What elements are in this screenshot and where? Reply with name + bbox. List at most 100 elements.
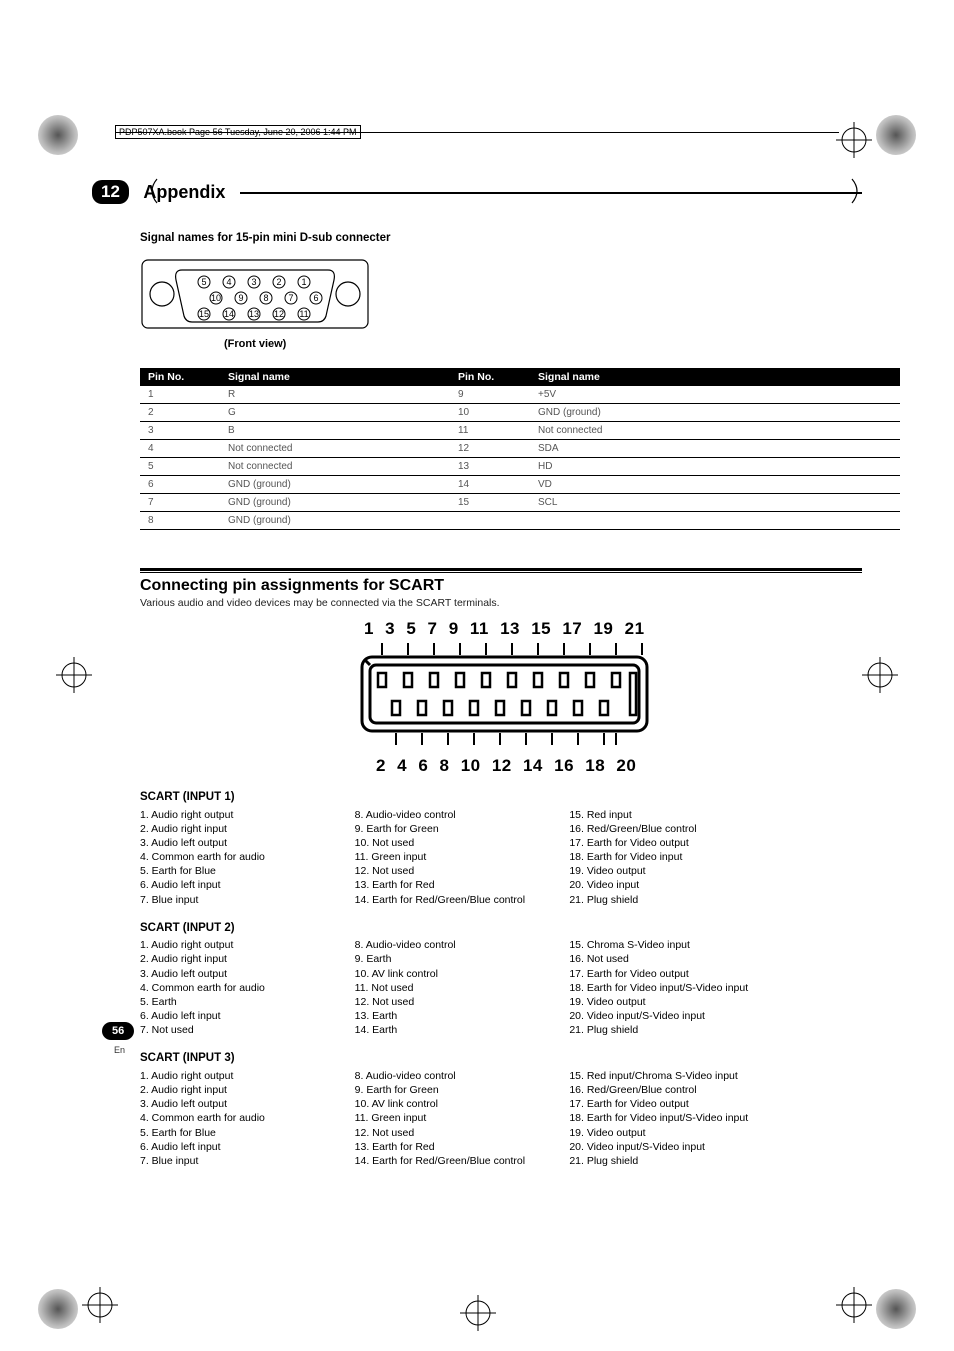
svg-text:10: 10 xyxy=(211,293,221,303)
scart-pin-line: 2. Audio right input xyxy=(140,822,355,836)
scart-pin-line: 1. Audio right output xyxy=(140,938,355,952)
table-cell: 4 xyxy=(140,440,220,458)
scart-input-block: SCART (INPUT 2)1. Audio right output2. A… xyxy=(140,921,862,1038)
table-header: Pin No. xyxy=(450,368,530,386)
front-view-label: (Front view) xyxy=(224,338,862,350)
scart-pin-line: 3. Audio left output xyxy=(140,967,355,981)
scart-pin-line: 20. Video input/S-Video input xyxy=(569,1009,862,1023)
table-cell: SDA xyxy=(530,440,900,458)
scart-column: 15. Red input/Chroma S-Video input16. Re… xyxy=(569,1069,862,1168)
scart-pin-line: 20. Video input xyxy=(569,878,862,892)
print-header-rule xyxy=(115,132,839,133)
table-cell: GND (ground) xyxy=(220,476,450,494)
scart-column: 1. Audio right output2. Audio right inpu… xyxy=(140,1069,355,1168)
scart-pin-line: 14. Earth for Red/Green/Blue control xyxy=(355,893,570,907)
chapter-rule xyxy=(240,192,862,194)
scart-pin-line: 1. Audio right output xyxy=(140,808,355,822)
table-cell: 1 xyxy=(140,386,220,404)
scart-pin-line: 17. Earth for Video output xyxy=(569,967,862,981)
dsub-section-title: Signal names for 15-pin mini D-sub conne… xyxy=(140,232,862,244)
scart-pin-line: 15. Red input/Chroma S-Video input xyxy=(569,1069,862,1083)
scart-pin-line: 13. Earth for Red xyxy=(355,878,570,892)
table-cell: SCL xyxy=(530,494,900,512)
table-cell: +5V xyxy=(530,386,900,404)
scart-column: 1. Audio right output2. Audio right inpu… xyxy=(140,808,355,907)
scart-input-block: SCART (INPUT 1)1. Audio right output2. A… xyxy=(140,790,862,907)
scart-pin-line: 11. Green input xyxy=(355,850,570,864)
table-cell xyxy=(450,512,530,530)
scart-columns: 1. Audio right output2. Audio right inpu… xyxy=(140,808,862,907)
table-cell: Not connected xyxy=(530,422,900,440)
chapter-title: Appendix xyxy=(143,182,225,202)
chapter-number-badge: 12 xyxy=(92,180,129,204)
scart-pin-line: 19. Video output xyxy=(569,1126,862,1140)
table-row: 5Not connected13HD xyxy=(140,458,900,476)
crop-mark-icon xyxy=(876,1289,916,1329)
scart-pin-line: 3. Audio left output xyxy=(140,836,355,850)
page-content: 12 Appendix Signal names for 15-pin mini… xyxy=(92,180,862,1168)
crop-mark-icon xyxy=(876,115,916,155)
scart-pin-line: 13. Earth xyxy=(355,1009,570,1023)
registration-cross-icon xyxy=(836,122,872,158)
table-row: 7GND (ground)15SCL xyxy=(140,494,900,512)
table-row: 4Not connected12SDA xyxy=(140,440,900,458)
scart-pin-line: 6. Audio left input xyxy=(140,1009,355,1023)
scart-pin-line: 8. Audio-video control xyxy=(355,938,570,952)
svg-text:5: 5 xyxy=(201,277,206,287)
table-cell: GND (ground) xyxy=(220,494,450,512)
scart-pin-line: 21. Plug shield xyxy=(569,1023,862,1037)
svg-text:8: 8 xyxy=(263,293,268,303)
scart-pin-line: 4. Common earth for audio xyxy=(140,1111,355,1125)
scart-pin-line: 4. Common earth for audio xyxy=(140,981,355,995)
scart-pin-line: 4. Common earth for audio xyxy=(140,850,355,864)
crop-mark-icon xyxy=(38,1289,78,1329)
section-divider-thick xyxy=(140,568,862,571)
scart-pin-line: 5. Earth for Blue xyxy=(140,864,355,878)
chapter-header: 12 Appendix xyxy=(92,180,862,204)
table-header: Signal name xyxy=(220,368,450,386)
scart-pin-line: 5. Earth xyxy=(140,995,355,1009)
scart-input-heading: SCART (INPUT 2) xyxy=(140,921,862,937)
registration-cross-icon xyxy=(56,657,92,693)
scart-pin-line: 6. Audio left input xyxy=(140,878,355,892)
svg-text:2: 2 xyxy=(276,277,281,287)
table-cell: B xyxy=(220,422,450,440)
scart-pin-line: 14. Earth for Red/Green/Blue control xyxy=(355,1154,570,1168)
scart-column: 8. Audio-video control9. Earth10. AV lin… xyxy=(355,938,570,1037)
registration-cross-icon xyxy=(836,1287,872,1323)
table-header: Signal name xyxy=(530,368,900,386)
scart-pin-line: 9. Earth xyxy=(355,952,570,966)
svg-text:12: 12 xyxy=(274,309,284,319)
scart-section-title: Connecting pin assignments for SCART xyxy=(140,577,862,595)
scart-pin-line: 7. Blue input xyxy=(140,1154,355,1168)
scart-pin-line: 18. Earth for Video input xyxy=(569,850,862,864)
scart-column: 1. Audio right output2. Audio right inpu… xyxy=(140,938,355,1037)
scart-pin-line: 16. Red/Green/Blue control xyxy=(569,1083,862,1097)
crop-mark-icon xyxy=(38,115,78,155)
dsub-connector-diagram: 5 4 3 2 1 10 9 8 7 6 15 14 13 12 11 xyxy=(140,258,862,330)
scart-column: 15. Red input16. Red/Green/Blue control 1… xyxy=(569,808,862,907)
scart-pin-line: 3. Audio left output xyxy=(140,1097,355,1111)
table-cell: 8 xyxy=(140,512,220,530)
registration-cross-icon xyxy=(862,657,898,693)
scart-bottom-numbers: 2 4 6 8 10 12 14 16 18 20 xyxy=(376,756,862,776)
table-cell: Not connected xyxy=(220,440,450,458)
svg-text:14: 14 xyxy=(224,309,234,319)
table-cell: R xyxy=(220,386,450,404)
scart-columns: 1. Audio right output2. Audio right inpu… xyxy=(140,1069,862,1168)
registration-cross-icon xyxy=(82,1287,118,1323)
scart-pin-line: 15. Red input xyxy=(569,808,862,822)
scart-pin-line: 16. Red/Green/Blue control xyxy=(569,822,862,836)
table-cell xyxy=(530,512,900,530)
scart-top-numbers: 1 3 5 7 9 11 13 15 17 19 21 xyxy=(364,619,862,639)
scart-pin-line: 9. Earth for Green xyxy=(355,822,570,836)
page-language: En xyxy=(114,1045,125,1055)
scart-pin-line: 19. Video output xyxy=(569,864,862,878)
scart-pin-line: 8. Audio-video control xyxy=(355,1069,570,1083)
table-row: 1R9+5V xyxy=(140,386,900,404)
table-cell: 10 xyxy=(450,404,530,422)
table-cell: 15 xyxy=(450,494,530,512)
table-cell: 13 xyxy=(450,458,530,476)
scart-pin-line: 7. Not used xyxy=(140,1023,355,1037)
pin-table: Pin No. Signal name Pin No. Signal name … xyxy=(140,368,900,530)
